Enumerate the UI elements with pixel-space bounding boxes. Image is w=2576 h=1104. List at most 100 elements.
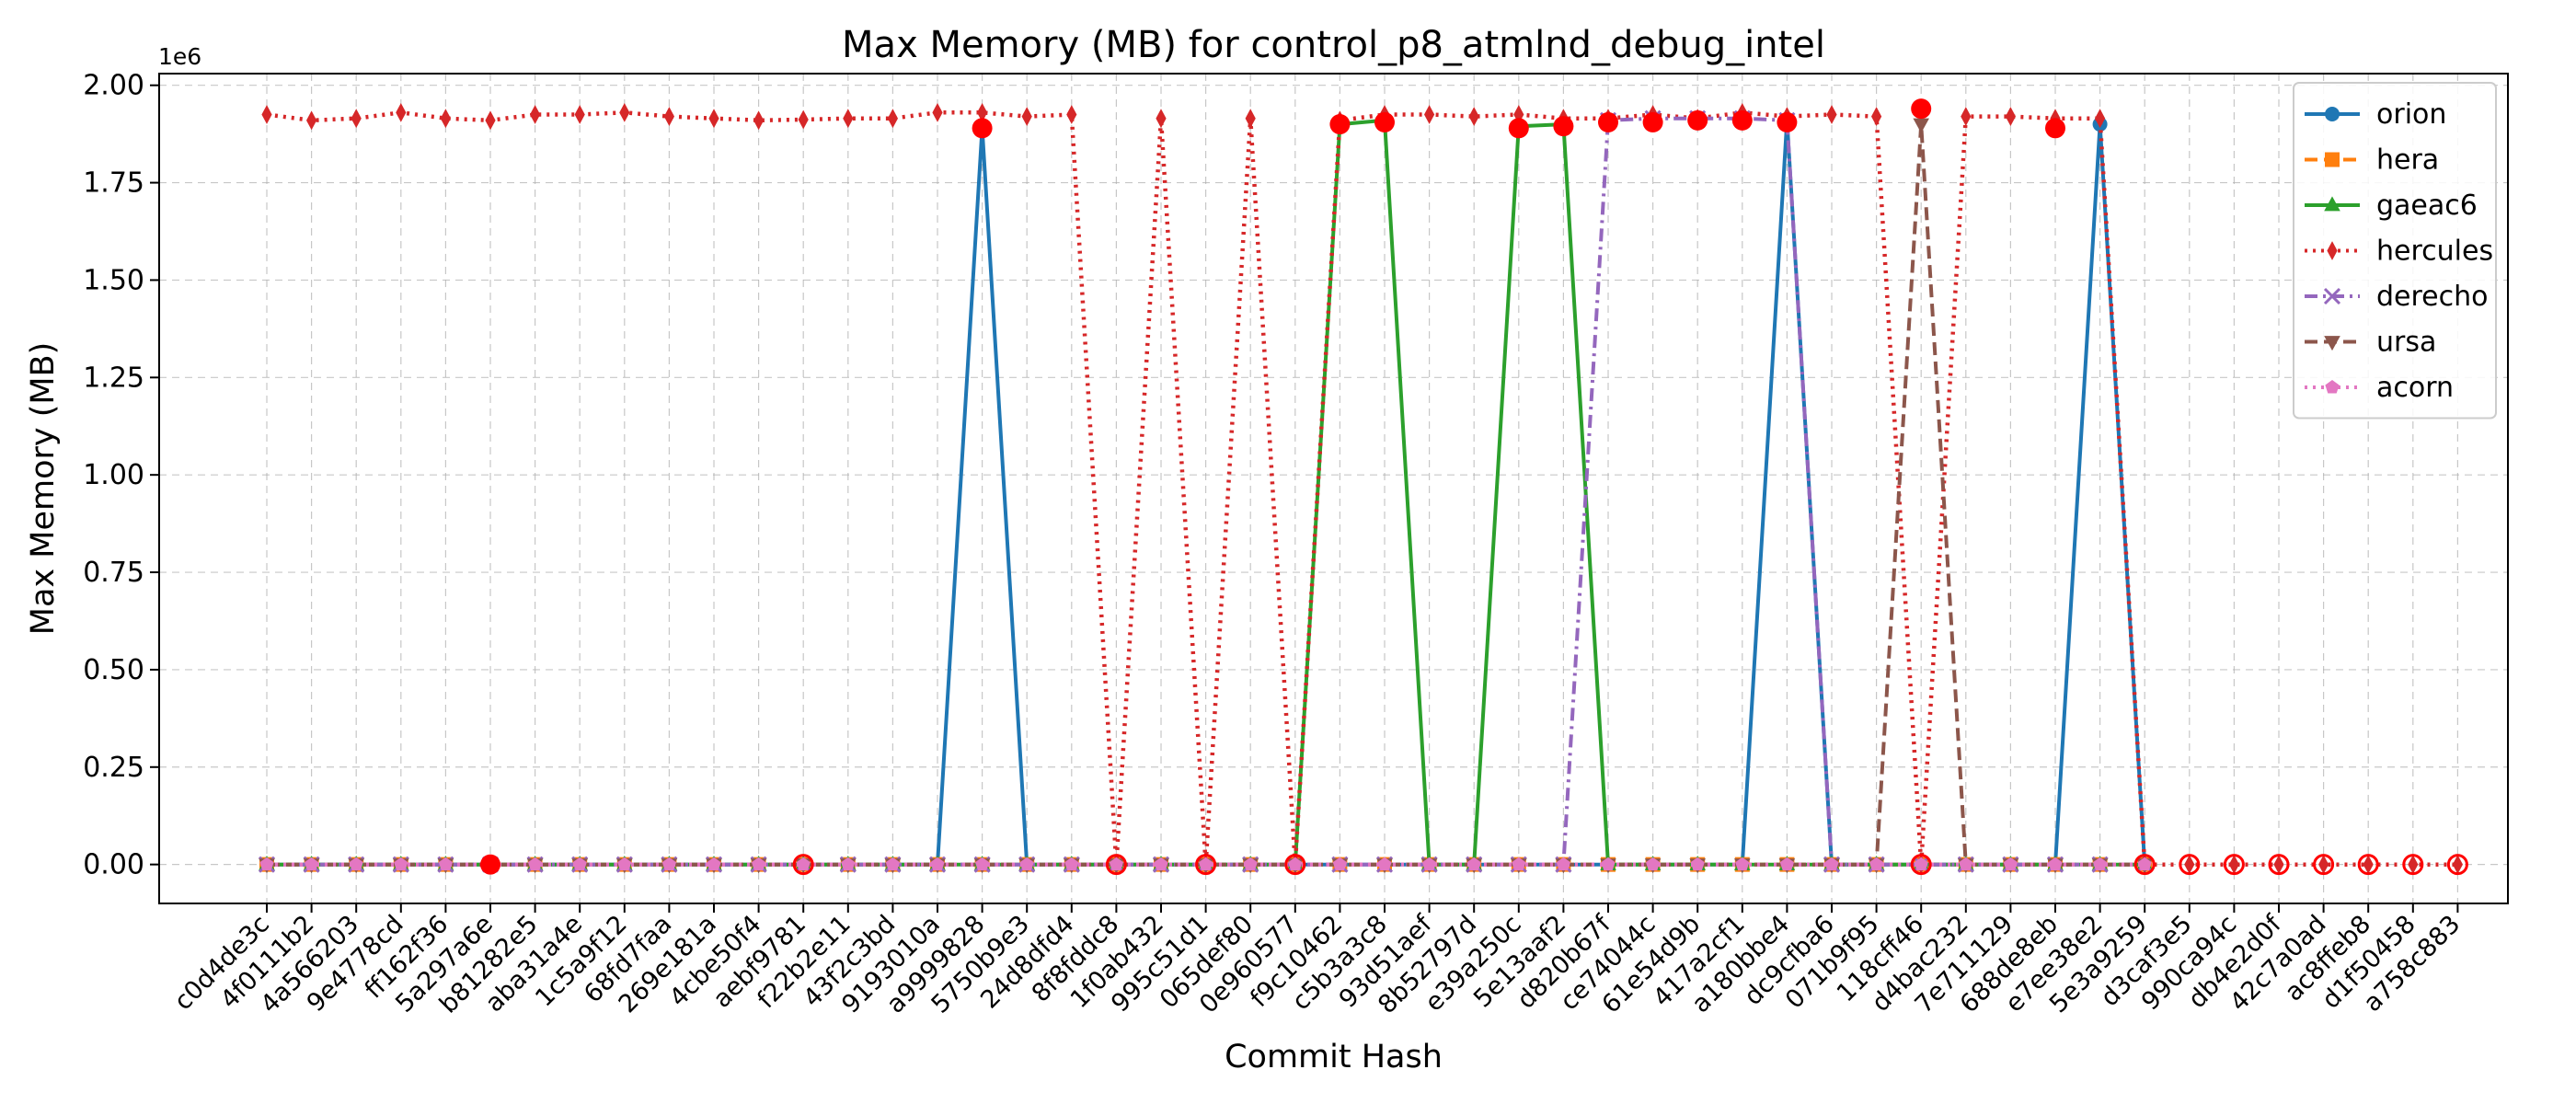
data-point-acorn	[1690, 857, 1705, 871]
data-point-hercules	[1961, 107, 1972, 126]
data-point-hercules	[663, 107, 674, 126]
y-tick-label: 1.25	[83, 362, 144, 394]
legend-label: orion	[2376, 98, 2446, 131]
data-point-hercules	[977, 102, 988, 122]
grid-lines	[159, 74, 2508, 903]
data-point-hercules	[798, 109, 809, 130]
legend-entry-hercules: hercules	[2305, 236, 2493, 268]
data-point-hercules	[440, 109, 451, 129]
legend-box	[2293, 82, 2497, 420]
series-line-hercules	[266, 110, 2458, 867]
data-point-acorn	[1422, 857, 1437, 871]
legend-label: hera	[2376, 144, 2439, 177]
y-axis-label: Max Memory (MB)	[25, 342, 62, 635]
highlight-point-hollow	[1910, 854, 1932, 876]
data-point-acorn	[2003, 857, 2018, 871]
data-point-acorn	[617, 857, 632, 871]
data-point-acorn	[1779, 857, 1794, 871]
data-point-acorn	[1109, 857, 1123, 871]
data-point-hercules	[2363, 855, 2374, 875]
data-point-acorn	[796, 857, 811, 871]
data-point-acorn	[975, 857, 990, 871]
legend-marker	[2325, 152, 2340, 167]
data-point-acorn	[2137, 857, 2152, 871]
data-point-acorn	[1869, 857, 1884, 871]
legend-marker	[2325, 380, 2340, 394]
data-point-hercules	[887, 109, 898, 129]
legend-entry-ursa: ursa	[2305, 327, 2436, 359]
legend-marker	[2324, 196, 2340, 212]
legend: orion hera gaeac6 hercules derecho ursa acorn	[2293, 82, 2497, 420]
legend-label: acorn	[2376, 372, 2454, 404]
x-axis-label: Commit Hash	[1225, 1039, 1443, 1075]
series-acorn	[259, 857, 2152, 871]
data-point-hercules	[2228, 855, 2239, 875]
highlight-point	[1329, 114, 1351, 135]
y-axis-offset-label: 1e6	[158, 43, 201, 70]
data-point-hercules	[2095, 109, 2106, 129]
data-point-acorn	[1332, 857, 1347, 871]
y-tick-label: 2.00	[83, 70, 144, 102]
data-point-hercules	[1156, 109, 1167, 129]
data-point-acorn	[1556, 857, 1570, 871]
data-point-acorn	[1466, 857, 1481, 871]
y-tick-label: 0.75	[83, 557, 144, 589]
data-point-acorn	[1512, 857, 1526, 871]
highlight-point-hollow	[2179, 854, 2201, 876]
legend-label: derecho	[2376, 281, 2489, 313]
legend-label: hercules	[2376, 236, 2493, 268]
highlight-point-hollow	[2268, 854, 2290, 876]
highlight-point-hollow	[2402, 854, 2424, 876]
data-point-hercules	[2273, 855, 2284, 875]
data-point-hercules	[932, 102, 943, 122]
highlight-point	[480, 854, 500, 875]
highlight-point-hollow	[2313, 854, 2335, 876]
data-point-acorn	[1377, 857, 1392, 871]
data-point-acorn	[1914, 857, 1928, 871]
plot-area-frame	[158, 73, 2509, 904]
data-point-acorn	[2093, 857, 2108, 871]
highlight-point	[1598, 111, 1618, 132]
data-point-acorn	[305, 857, 319, 871]
highlight-point-hollow	[1284, 854, 1306, 876]
data-point-acorn	[1824, 857, 1839, 871]
legend-entry-gaeac6: gaeac6	[2305, 190, 2478, 222]
data-point-acorn	[930, 857, 945, 871]
y-tick-label: 1.75	[83, 167, 144, 200]
data-point-acorn	[707, 857, 721, 871]
data-point-hercules	[574, 105, 585, 124]
data-point-acorn	[259, 857, 274, 871]
y-tick-label: 1.00	[83, 459, 144, 491]
y-tick-label: 0.50	[83, 654, 144, 686]
highlight-point	[1553, 116, 1574, 137]
highlight-point-hollow	[2357, 854, 2379, 876]
highlight-point-hollow	[1195, 854, 1217, 876]
data-point-acorn	[1735, 857, 1750, 871]
highlight-point	[1731, 109, 1753, 131]
data-point-hercules	[1021, 107, 1032, 126]
data-point-hercules	[1871, 107, 1882, 126]
data-point-acorn	[528, 857, 543, 871]
highlight-point	[972, 118, 993, 139]
data-point-hercules	[2452, 855, 2463, 875]
legend-entry-acorn: acorn	[2305, 372, 2454, 404]
data-point-acorn	[661, 857, 676, 871]
data-point-acorn	[394, 857, 408, 871]
highlight-point-hollow	[1105, 854, 1127, 876]
legend-label: gaeac6	[2376, 190, 2478, 222]
data-point-acorn	[1959, 857, 1973, 871]
chart-title: Max Memory (MB) for control_p8_atmlnd_de…	[842, 24, 1825, 66]
data-point-hercules	[753, 110, 765, 131]
highlight-layer	[480, 98, 2468, 876]
highlight-point-hollow	[2446, 854, 2468, 876]
data-point-acorn	[572, 857, 587, 871]
data-point-hercules	[2184, 855, 2195, 875]
data-point-hercules	[619, 102, 630, 122]
legend-entry-derecho: derecho	[2305, 281, 2489, 313]
highlight-point	[1642, 111, 1663, 132]
legend-entry-orion: orion	[2305, 98, 2446, 131]
highlight-point	[1374, 111, 1395, 132]
